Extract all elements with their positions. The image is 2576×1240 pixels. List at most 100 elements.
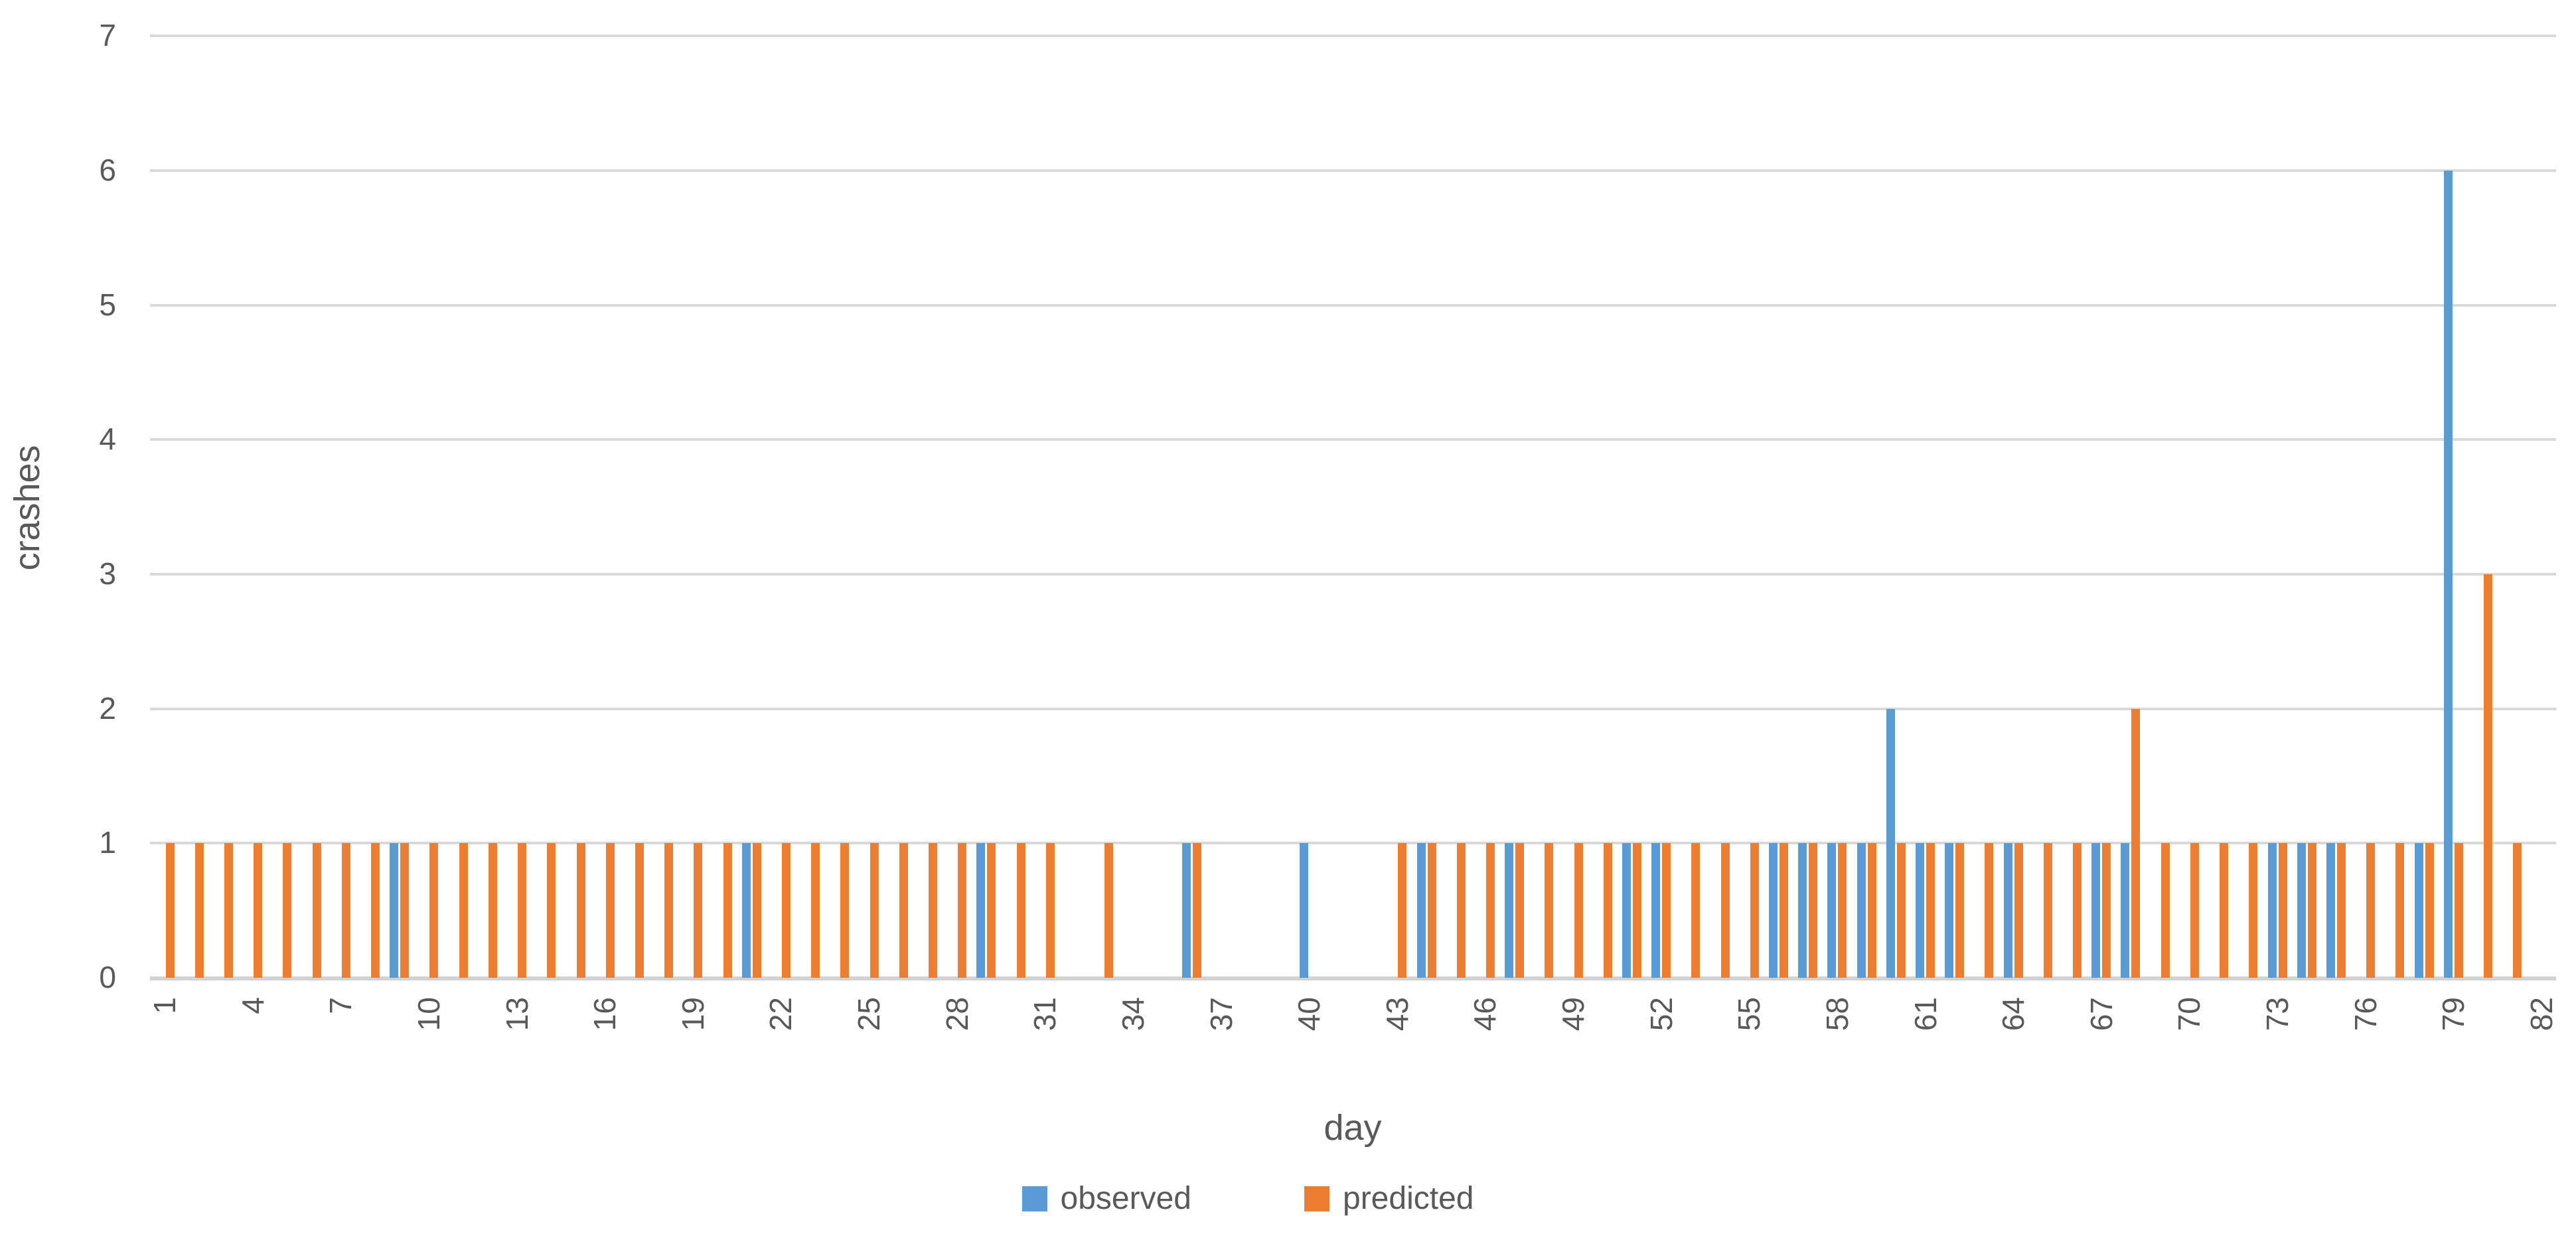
bar-predicted-day-6 xyxy=(312,843,321,978)
bar-predicted-day-52 xyxy=(1662,843,1671,978)
bar-predicted-day-24 xyxy=(840,843,850,978)
bar-predicted-day-18 xyxy=(664,843,674,978)
bar-observed-day-73 xyxy=(2267,843,2277,978)
bar-predicted-day-26 xyxy=(899,843,908,978)
bar-predicted-day-1 xyxy=(165,843,175,978)
x-tick-label: 79 xyxy=(2436,997,2471,1032)
x-tick-label: 70 xyxy=(2172,997,2207,1032)
bar-predicted-day-25 xyxy=(870,843,879,978)
x-tick-label: 4 xyxy=(235,997,270,1014)
bar-predicted-day-60 xyxy=(1896,843,1906,978)
bar-predicted-day-9 xyxy=(400,843,410,978)
x-tick-label: 16 xyxy=(587,997,623,1032)
bar-predicted-day-43 xyxy=(1398,843,1407,978)
bar-predicted-day-10 xyxy=(429,843,439,978)
bar-predicted-day-2 xyxy=(194,843,204,978)
bar-predicted-day-58 xyxy=(1838,843,1847,978)
bar-predicted-day-80 xyxy=(2483,574,2492,978)
bar-predicted-day-17 xyxy=(635,843,644,978)
bar-predicted-day-48 xyxy=(1545,843,1554,978)
x-tick-label: 10 xyxy=(411,997,446,1032)
x-tick-label: 67 xyxy=(2084,997,2119,1032)
gridline-y0 xyxy=(150,976,2556,980)
bar-predicted-day-5 xyxy=(283,843,292,978)
gridline-y4 xyxy=(150,438,2556,441)
bar-predicted-day-66 xyxy=(2073,843,2082,978)
bar-predicted-day-30 xyxy=(1016,843,1025,978)
gridline-y5 xyxy=(150,303,2556,307)
legend-item-predicted: predicted xyxy=(1304,1180,1474,1217)
bar-predicted-day-77 xyxy=(2395,843,2405,978)
bar-predicted-day-20 xyxy=(723,843,732,978)
bar-observed-day-68 xyxy=(2121,843,2130,978)
bar-predicted-day-45 xyxy=(1456,843,1466,978)
bar-observed-day-9 xyxy=(390,843,399,978)
x-tick-label: 82 xyxy=(2524,997,2559,1032)
bar-predicted-day-55 xyxy=(1750,843,1759,978)
bar-predicted-day-11 xyxy=(459,843,468,978)
bar-observed-day-36 xyxy=(1181,843,1191,978)
bar-observed-day-47 xyxy=(1505,843,1514,978)
x-tick-label: 49 xyxy=(1556,997,1591,1032)
x-tick-label: 34 xyxy=(1115,997,1150,1032)
observed-swatch-icon xyxy=(1022,1186,1047,1211)
y-tick-label: 1 xyxy=(99,825,116,860)
bar-predicted-day-65 xyxy=(2043,843,2052,978)
bar-predicted-day-46 xyxy=(1485,843,1495,978)
x-tick-label: 31 xyxy=(1027,997,1063,1032)
bar-observed-day-62 xyxy=(1945,843,1954,978)
x-tick-label: 43 xyxy=(1379,997,1414,1032)
x-tick-label: 40 xyxy=(1292,997,1327,1032)
y-tick-label: 7 xyxy=(99,18,116,53)
predicted-swatch-icon xyxy=(1304,1186,1329,1211)
x-tick-label: 76 xyxy=(2348,997,2383,1032)
bar-predicted-day-13 xyxy=(518,843,527,978)
x-tick-label: 46 xyxy=(1468,997,1503,1032)
bar-predicted-day-14 xyxy=(547,843,556,978)
bar-predicted-day-7 xyxy=(341,843,350,978)
bar-predicted-day-62 xyxy=(1955,843,1965,978)
bar-observed-day-64 xyxy=(2003,843,2012,978)
gridline-y6 xyxy=(150,169,2556,172)
x-tick-label: 7 xyxy=(323,997,358,1014)
bar-predicted-day-68 xyxy=(2131,708,2141,978)
bar-observed-day-29 xyxy=(976,843,986,978)
y-tick-label: 3 xyxy=(99,556,116,591)
bar-predicted-day-22 xyxy=(781,843,791,978)
bar-predicted-day-23 xyxy=(811,843,820,978)
bar-predicted-day-81 xyxy=(2513,843,2522,978)
bar-observed-day-78 xyxy=(2414,843,2423,978)
bar-predicted-day-70 xyxy=(2190,843,2199,978)
gridline-y1 xyxy=(150,842,2556,845)
bar-observed-day-60 xyxy=(1886,708,1895,978)
x-tick-label: 52 xyxy=(1643,997,1679,1032)
bar-predicted-day-75 xyxy=(2336,843,2346,978)
gridline-y3 xyxy=(150,572,2556,576)
y-tick-label: 0 xyxy=(99,960,116,994)
x-tick-label: 25 xyxy=(852,997,887,1032)
bar-predicted-day-44 xyxy=(1427,843,1436,978)
bar-observed-day-79 xyxy=(2443,170,2453,978)
gridline-y7 xyxy=(150,35,2556,38)
bar-predicted-day-8 xyxy=(371,843,380,978)
bar-predicted-day-74 xyxy=(2307,843,2316,978)
bar-observed-day-21 xyxy=(741,843,751,978)
y-tick-label: 2 xyxy=(99,690,116,726)
bar-predicted-day-3 xyxy=(224,843,234,978)
bar-predicted-day-49 xyxy=(1574,843,1583,978)
legend-item-observed: observed xyxy=(1022,1180,1191,1217)
x-tick-label: 22 xyxy=(763,997,798,1032)
x-tick-label: 61 xyxy=(1908,997,1943,1032)
x-tick-label: 13 xyxy=(499,997,534,1032)
bar-predicted-day-15 xyxy=(576,843,585,978)
bar-observed-day-44 xyxy=(1416,843,1426,978)
legend-label-predicted: predicted xyxy=(1343,1181,1474,1216)
bar-predicted-day-16 xyxy=(605,843,615,978)
bar-predicted-day-19 xyxy=(694,843,703,978)
bar-predicted-day-31 xyxy=(1045,843,1055,978)
bar-predicted-day-57 xyxy=(1809,843,1818,978)
x-tick-label: 58 xyxy=(1819,997,1855,1032)
bar-predicted-day-73 xyxy=(2278,843,2287,978)
bar-predicted-day-33 xyxy=(1104,843,1114,978)
